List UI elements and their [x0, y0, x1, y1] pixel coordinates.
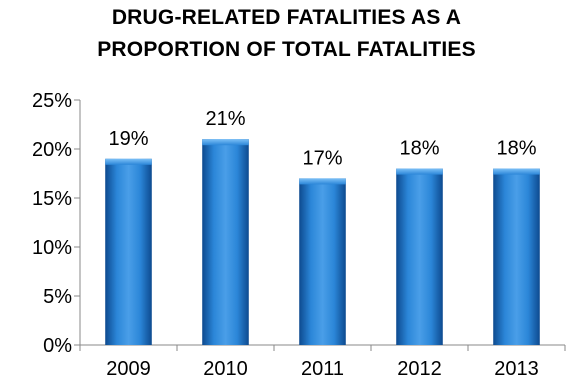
- data-label-2011: 17%: [302, 147, 342, 169]
- x-tick-label-2010: 2010: [203, 358, 248, 380]
- y-tick-label: 10%: [32, 237, 72, 259]
- y-tick-label: 25%: [32, 90, 72, 112]
- bar-cap-2009: [105, 158, 152, 165]
- bar-2009: [105, 158, 152, 345]
- chart-title-line-1: DRUG-RELATED FATALITIES AS A: [111, 6, 462, 29]
- y-tick-label: 0%: [43, 335, 72, 357]
- data-label-2010: 21%: [205, 108, 245, 130]
- x-tick-label-2012: 2012: [397, 358, 442, 380]
- x-tick-label-2013: 2013: [494, 358, 539, 380]
- y-tick-label: 5%: [43, 286, 72, 308]
- x-tick-label-2009: 2009: [106, 358, 151, 380]
- chart-title-line-2: PROPORTION OF TOTAL FATALITIES: [97, 38, 476, 61]
- y-tick-label: 15%: [32, 188, 72, 210]
- bar-2010: [202, 139, 249, 345]
- bar-cap-2011: [299, 178, 346, 185]
- x-tick-label-2011: 2011: [301, 358, 344, 380]
- data-label-2013: 18%: [496, 138, 536, 160]
- y-axis-ticks: 0% 5% 10% 15% 20% 25%: [32, 90, 80, 357]
- bar-cap-2010: [202, 139, 249, 146]
- bar-2011: [299, 178, 346, 345]
- bars-group: 19% 21% 17% 18% 18%: [105, 108, 540, 345]
- bar-2012: [396, 168, 443, 345]
- x-axis-labels: 2009 2010 2011 2012 2013: [79, 345, 566, 380]
- bar-2013: [493, 168, 540, 345]
- data-label-2009: 19%: [108, 128, 148, 150]
- y-tick-label: 20%: [32, 139, 72, 161]
- bar-cap-2013: [493, 168, 540, 175]
- data-label-2012: 18%: [399, 138, 439, 160]
- bar-cap-2012: [396, 168, 443, 175]
